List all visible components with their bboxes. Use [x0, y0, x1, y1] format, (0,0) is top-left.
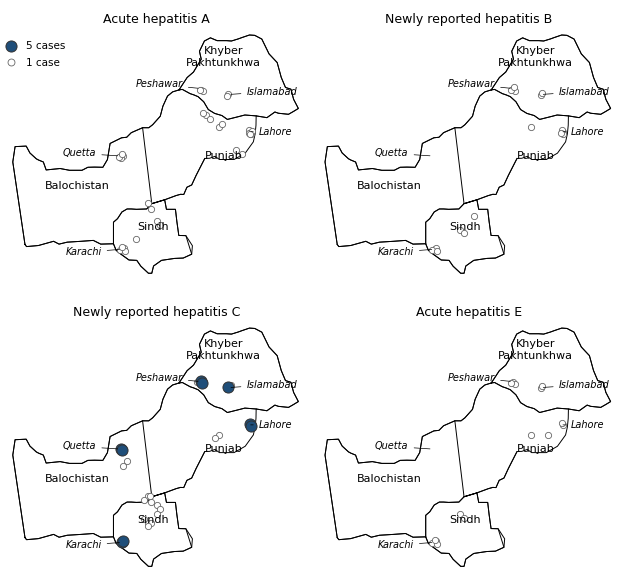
Text: Balochistan: Balochistan [357, 181, 422, 191]
Text: Khyber
Pakhtunkhwa: Khyber Pakhtunkhwa [186, 339, 261, 361]
Text: Karachi: Karachi [66, 540, 119, 550]
Polygon shape [12, 35, 298, 273]
Text: Lahore: Lahore [563, 420, 604, 430]
Text: Balochistan: Balochistan [44, 474, 109, 484]
Text: Lahore: Lahore [563, 127, 604, 137]
Text: Islamabad: Islamabad [231, 86, 298, 96]
Polygon shape [12, 328, 298, 566]
Text: Peshawar: Peshawar [136, 79, 198, 89]
Text: Punjab: Punjab [517, 151, 554, 161]
Text: Lahore: Lahore [251, 127, 292, 137]
Text: Punjab: Punjab [204, 151, 242, 161]
Text: Balochistan: Balochistan [357, 474, 422, 484]
Text: Islamabad: Islamabad [543, 380, 609, 390]
Text: Islamabad: Islamabad [543, 86, 609, 96]
Text: Khyber
Pakhtunkhwa: Khyber Pakhtunkhwa [498, 339, 573, 361]
Title: Newly reported hepatitis B: Newly reported hepatitis B [385, 13, 552, 26]
Text: Sindh: Sindh [137, 514, 169, 524]
Text: Islamabad: Islamabad [231, 380, 298, 390]
Text: Peshawar: Peshawar [448, 79, 511, 89]
Text: Peshawar: Peshawar [448, 373, 511, 383]
Text: Peshawar: Peshawar [136, 373, 198, 383]
Text: Karachi: Karachi [378, 247, 432, 257]
Text: Quetta: Quetta [375, 148, 430, 158]
Text: Sindh: Sindh [137, 222, 169, 232]
Text: Karachi: Karachi [378, 540, 432, 550]
Text: Lahore: Lahore [251, 420, 292, 430]
Title: Acute hepatitis E: Acute hepatitis E [416, 306, 522, 319]
Text: Quetta: Quetta [63, 442, 118, 452]
Text: Quetta: Quetta [63, 148, 118, 158]
Text: Balochistan: Balochistan [44, 181, 109, 191]
Legend: 5 cases, 1 case: 5 cases, 1 case [0, 37, 69, 72]
Text: Quetta: Quetta [375, 442, 430, 452]
Title: Acute hepatitis A: Acute hepatitis A [103, 13, 210, 26]
Polygon shape [325, 328, 611, 566]
Text: Punjab: Punjab [204, 444, 242, 454]
Text: Karachi: Karachi [66, 247, 119, 257]
Polygon shape [325, 35, 611, 273]
Text: Khyber
Pakhtunkhwa: Khyber Pakhtunkhwa [498, 46, 573, 68]
Text: Sindh: Sindh [449, 222, 481, 232]
Text: Khyber
Pakhtunkhwa: Khyber Pakhtunkhwa [186, 46, 261, 68]
Text: Sindh: Sindh [449, 514, 481, 524]
Text: Punjab: Punjab [517, 444, 554, 454]
Title: Newly reported hepatitis C: Newly reported hepatitis C [72, 306, 240, 319]
